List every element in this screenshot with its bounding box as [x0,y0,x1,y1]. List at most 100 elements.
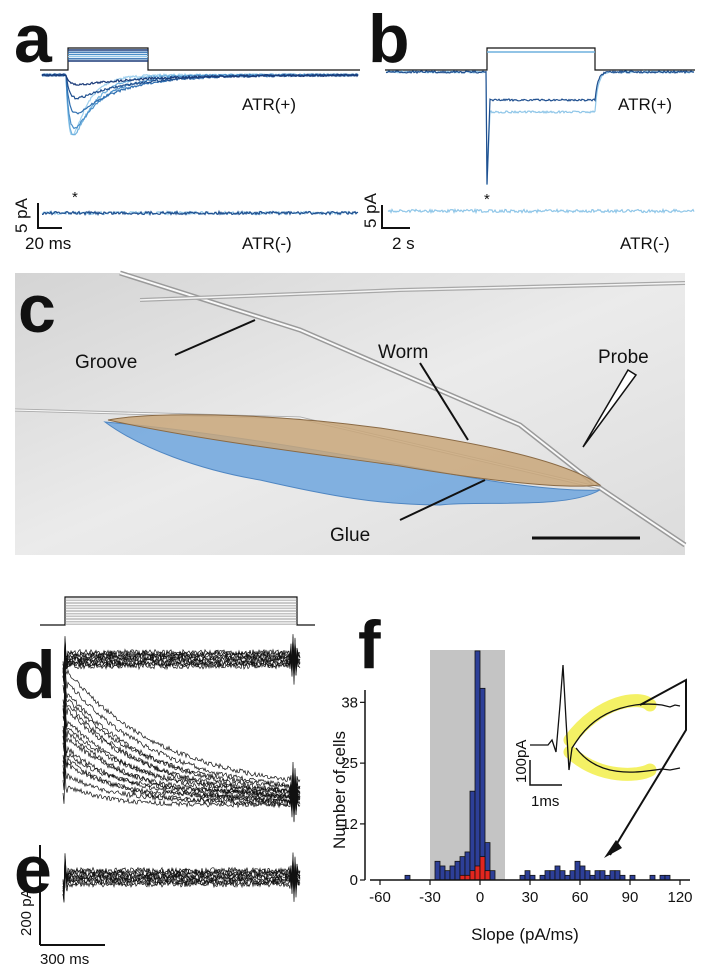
trace [41,72,359,100]
trace [62,863,301,903]
x-tick-label: 30 [522,889,539,906]
bar [544,870,551,881]
scale-bar [37,203,62,229]
trace [62,742,300,821]
bar [449,865,456,881]
stimulus [40,596,315,626]
scale-x-label: 2 s [392,234,415,253]
bar [474,865,481,881]
bar [559,870,566,881]
marker: * [484,191,490,208]
atr-label: ATR(-) [242,234,292,253]
y-tick-label: 12 [341,816,358,833]
panel-letter: b [368,1,410,77]
bar [479,856,486,881]
trace [62,677,301,803]
bar [584,870,591,881]
pointer [399,479,486,521]
trace [62,710,301,822]
bar [614,870,621,881]
marker: * [72,189,78,206]
bar [594,870,601,881]
trace [385,69,695,185]
trace [62,708,301,808]
bar [489,870,496,881]
y-tick-label: 38 [341,694,358,711]
bar [469,790,476,881]
highlight-region [430,650,505,880]
trace [62,661,301,804]
panel-letter: c [18,271,56,347]
pointer [419,362,469,441]
trace [41,72,359,136]
trace [62,670,301,810]
atr-label: ATR(-) [620,234,670,253]
trace [62,867,301,902]
trace [385,69,695,186]
scale-y-label: 200 pA [18,888,35,936]
bar [474,650,481,881]
y-tick-label: 0 [350,872,358,889]
pointer [174,319,256,356]
bar [439,865,446,881]
scale-bar [39,845,105,946]
atr-label: ATR(+) [618,95,672,114]
bar [599,870,606,881]
bar [569,870,576,881]
x-tick-label: 90 [622,889,639,906]
trace [62,859,301,895]
arrow-head [604,840,622,858]
scale-y-label: 5 pA [361,192,380,228]
trace [62,640,301,679]
bar [469,870,476,881]
probe [582,368,638,448]
x-tick-label: -60 [369,889,391,906]
annotation: Glue [330,525,370,546]
groove [119,272,686,546]
trace [62,636,301,675]
x-tick-label: 120 [667,889,692,906]
scale-x-label: 300 ms [40,951,89,968]
trace [41,72,359,136]
trace [62,645,301,685]
bar [549,870,556,881]
panel-letter: d [14,637,56,713]
micrograph [14,270,687,555]
trace [62,769,301,823]
bar [434,860,441,881]
stimulus [40,47,360,71]
trace [387,207,695,215]
scale-y-label: 5 pA [12,197,31,233]
atr-label: ATR(+) [242,95,296,114]
worm [107,414,602,487]
scale-bar [529,760,562,786]
trace [42,209,359,217]
stimulus [385,47,695,71]
annotation: Probe [598,347,649,368]
bar [444,870,451,881]
trace [62,649,301,685]
scale-x-label: 20 ms [25,234,71,253]
bar [579,865,586,881]
x-tick-label: 0 [476,889,484,906]
panel-letter: a [14,1,53,77]
bar [479,687,486,881]
trace [62,853,301,891]
scale-x-label: 1ms [531,793,559,810]
bracket-arrow [609,678,687,856]
bar [524,870,531,881]
y-tick-label: 25 [341,755,358,772]
trace [62,650,301,796]
groove [139,282,686,301]
annotation: Worm [378,342,428,363]
y-axis-label: Number of cells [330,731,349,849]
panel-letter: f [358,607,381,683]
bar [454,860,461,881]
trace [62,641,301,677]
annotation: Groove [75,352,137,373]
bar [609,870,616,881]
trace [62,863,301,898]
panel-letter: e [14,832,52,908]
histogram: -60 -30 0 30 60 90 120 0 12 25 38 [341,650,693,906]
